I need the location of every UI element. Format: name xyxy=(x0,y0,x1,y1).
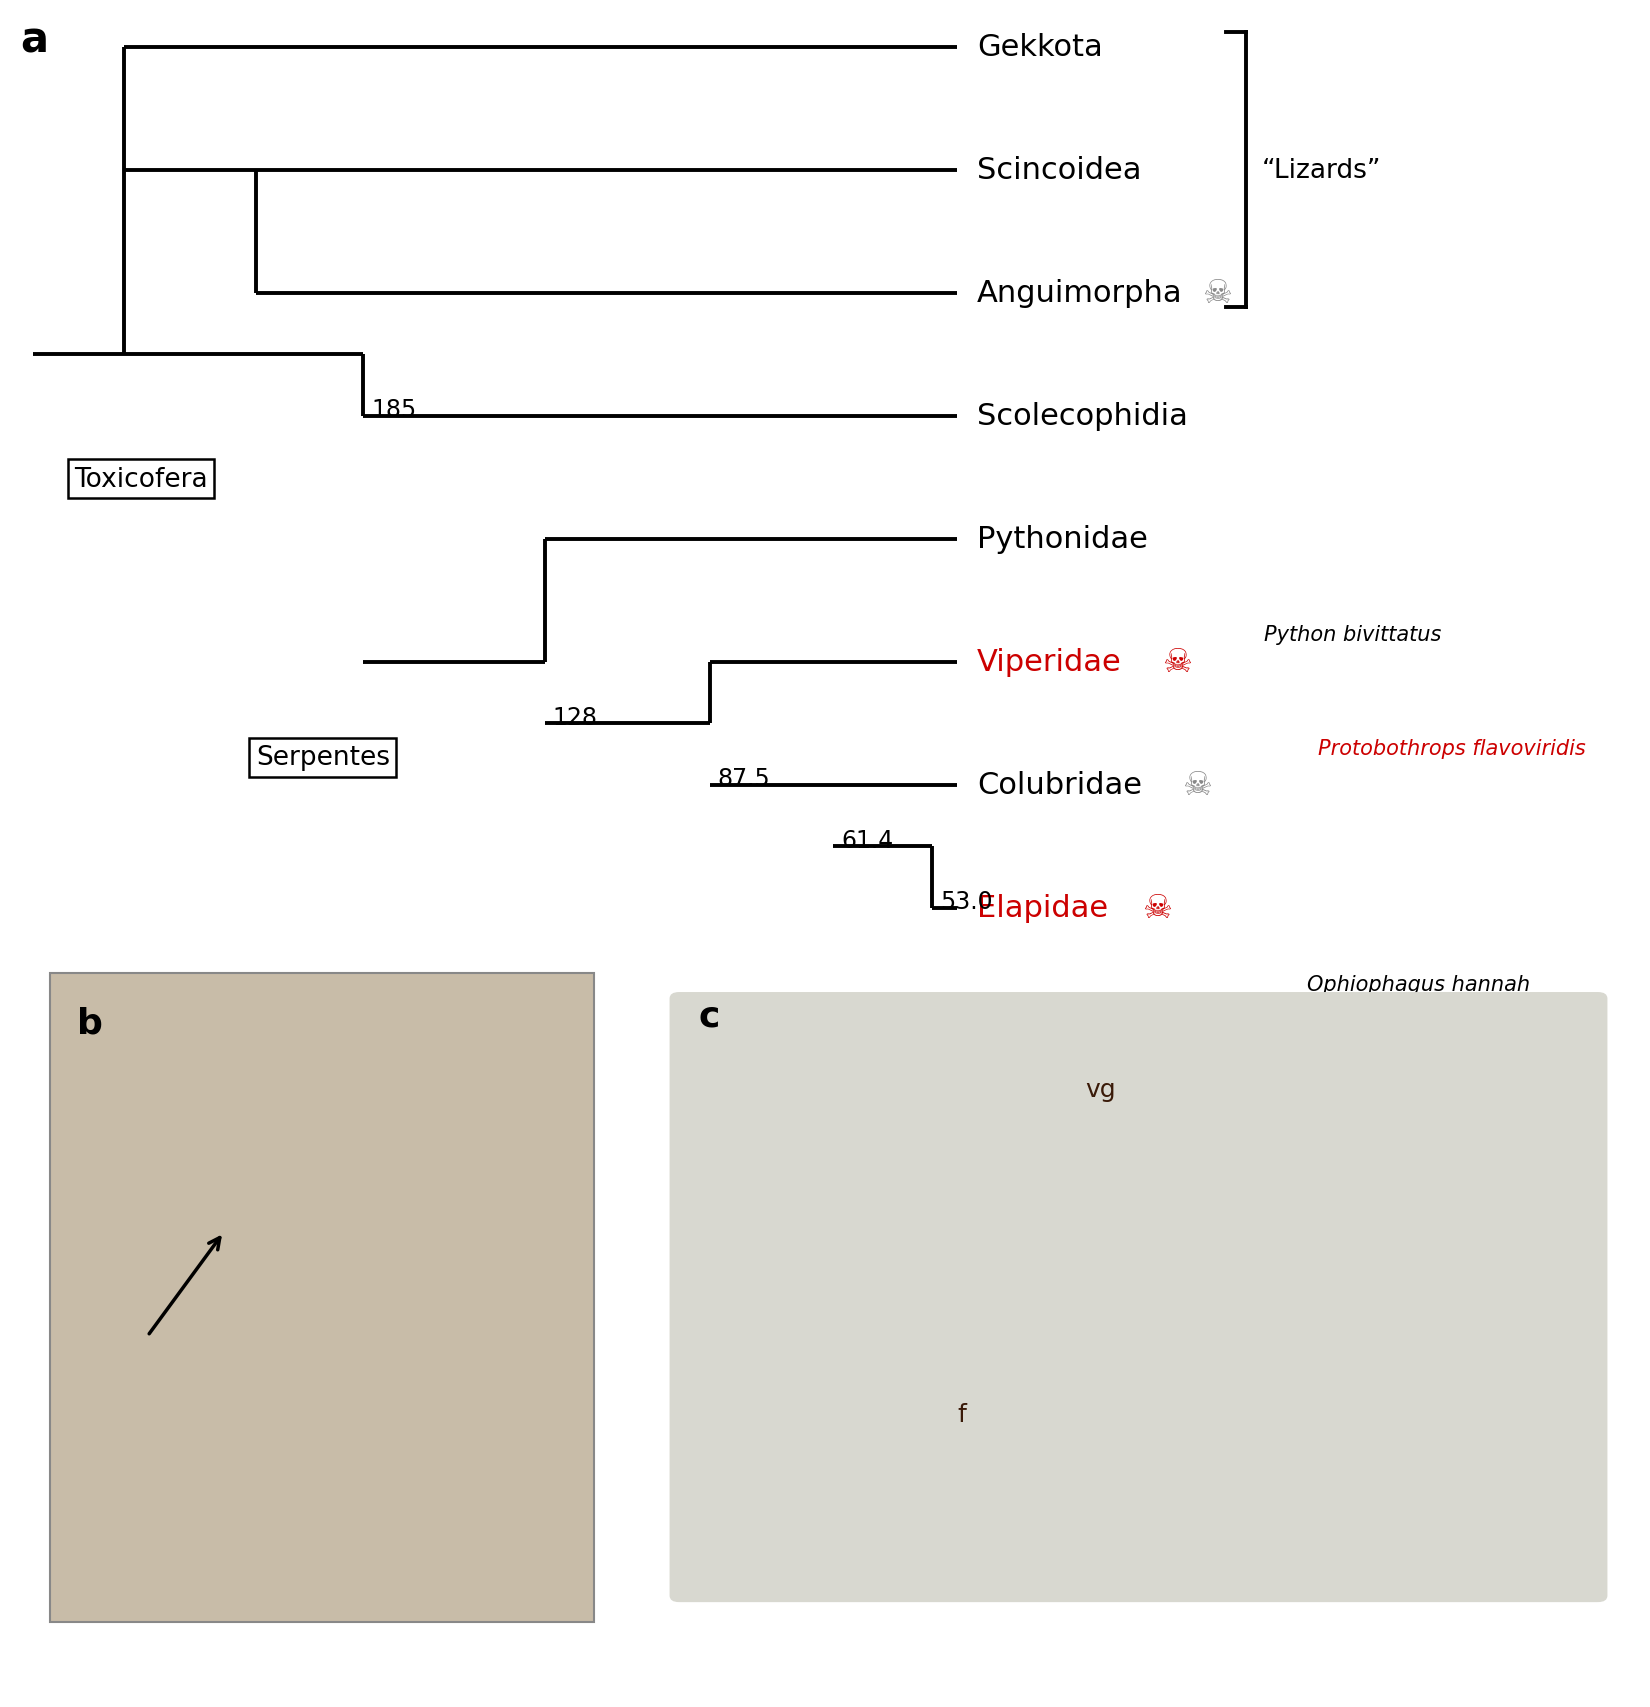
Text: 128: 128 xyxy=(553,705,597,729)
Text: Python bivittatus: Python bivittatus xyxy=(1264,625,1442,645)
FancyBboxPatch shape xyxy=(670,992,1607,1603)
Text: ☠: ☠ xyxy=(1163,645,1193,679)
Text: c: c xyxy=(698,999,719,1033)
Text: f: f xyxy=(957,1401,967,1425)
Text: Ophiophagus hannah: Ophiophagus hannah xyxy=(1307,975,1531,995)
Text: ☠: ☠ xyxy=(1143,891,1173,925)
Text: a: a xyxy=(20,19,48,61)
Text: Gekkota: Gekkota xyxy=(977,34,1102,61)
Text: “Lizards”: “Lizards” xyxy=(1262,157,1381,184)
Text: ☠: ☠ xyxy=(1183,768,1213,802)
Text: Colubridae: Colubridae xyxy=(977,772,1142,799)
Text: Viperidae: Viperidae xyxy=(977,649,1122,676)
Text: Serpentes: Serpentes xyxy=(256,744,389,772)
Text: 185: 185 xyxy=(371,398,416,422)
Text: 53.0: 53.0 xyxy=(940,889,993,913)
Text: vg: vg xyxy=(1086,1077,1115,1101)
Text: Anguimorpha: Anguimorpha xyxy=(977,280,1183,307)
Text: 61.4: 61.4 xyxy=(842,828,894,852)
Text: Scolecophidia: Scolecophidia xyxy=(977,403,1188,430)
Text: 87.5: 87.5 xyxy=(718,766,771,790)
Text: Toxicofera: Toxicofera xyxy=(74,466,208,492)
Text: b: b xyxy=(76,1005,102,1040)
Text: Protobothrops flavoviridis: Protobothrops flavoviridis xyxy=(1318,739,1586,758)
Text: Scincoidea: Scincoidea xyxy=(977,157,1142,184)
Text: ☠: ☠ xyxy=(1203,277,1233,311)
Text: Pythonidae: Pythonidae xyxy=(977,526,1148,553)
Text: Elapidae: Elapidae xyxy=(977,894,1107,922)
